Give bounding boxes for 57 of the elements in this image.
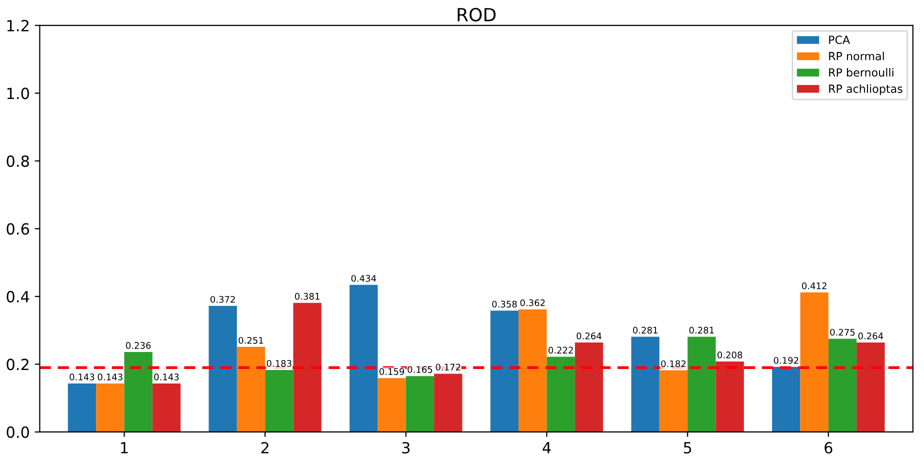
- bar: [518, 309, 547, 432]
- data-label: 0.275: [830, 328, 855, 336]
- bar: [378, 378, 406, 432]
- bar: [688, 336, 716, 432]
- y-tick-label: 0.6: [6, 223, 30, 235]
- data-label: 0.236: [126, 342, 151, 349]
- y-tick-label: 0.2: [6, 358, 28, 370]
- bar: [236, 346, 266, 432]
- x-tick-label: 1: [121, 442, 128, 454]
- bar: [406, 376, 434, 432]
- data-label: 0.381: [294, 292, 320, 300]
- data-label: 0.372: [210, 296, 235, 303]
- data-label: 0.159: [379, 368, 404, 375]
- x-tick-label: 4: [542, 442, 551, 454]
- y-tick-label: 0.4: [6, 290, 30, 302]
- chart-title: ROD: [458, 8, 496, 22]
- legend-label: RP bernoulli: [829, 68, 894, 77]
- x-tick-label: 6: [824, 442, 832, 454]
- data-label: 0.165: [408, 366, 432, 373]
- bar: [546, 356, 575, 432]
- bar: [434, 374, 462, 432]
- y-tick-label: 1.0: [7, 88, 29, 100]
- data-label: 0.434: [351, 274, 376, 282]
- bar: [208, 306, 237, 432]
- data-label: 0.192: [774, 356, 798, 364]
- y-tick-label: 1.2: [7, 20, 28, 32]
- data-label: 0.208: [718, 352, 742, 358]
- data-label: 0.358: [492, 300, 517, 308]
- data-label: 0.143: [154, 374, 179, 380]
- bar: [490, 310, 519, 432]
- data-label: 0.251: [238, 336, 264, 344]
- x-tick-label: 2: [261, 442, 268, 454]
- legend-label: PCA: [829, 36, 850, 44]
- data-label: 0.222: [548, 346, 573, 354]
- data-label: 0.143: [70, 374, 94, 380]
- data-label: 0.281: [689, 326, 714, 334]
- bar: [631, 336, 660, 432]
- bar: [800, 292, 828, 432]
- data-label: 0.412: [802, 282, 826, 290]
- data-label: 0.281: [632, 326, 658, 334]
- data-label: 0.264: [858, 332, 884, 340]
- legend-label: RP normal: [829, 52, 884, 60]
- data-label: 0.183: [266, 360, 292, 367]
- data-label: 0.172: [436, 364, 460, 371]
- data-label: 0.182: [661, 360, 686, 368]
- bar: [350, 284, 378, 432]
- bar: [293, 302, 322, 432]
- y-tick-label: 0.0: [6, 426, 29, 438]
- legend-label: RP achlioptas: [829, 84, 902, 96]
- x-tick-label: 3: [402, 442, 410, 454]
- y-tick-label: 0.8: [6, 155, 29, 167]
- bar: [828, 338, 857, 432]
- data-label: 0.143: [98, 374, 122, 380]
- x-tick-label: 5: [684, 442, 692, 454]
- data-label: 0.362: [520, 299, 545, 306]
- bar: [772, 366, 800, 432]
- data-label: 0.264: [576, 332, 602, 340]
